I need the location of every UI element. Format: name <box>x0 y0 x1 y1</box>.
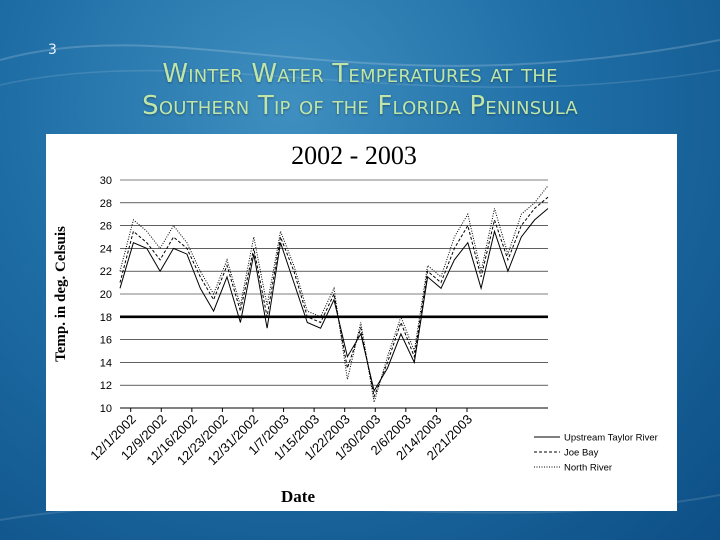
y-tick-label: 20 <box>100 289 112 301</box>
legend-label: Joe Bay <box>564 448 599 459</box>
y-tick-label: 10 <box>100 403 112 415</box>
slide-number: 3 <box>48 42 57 58</box>
temperature-chart: 2002 - 2003 Temp. in deg. Celsuis Date 1… <box>53 141 658 506</box>
x-tick-labels: 12/1/200212/9/200212/16/200212/23/200212… <box>87 408 475 468</box>
x-axis-label: Date <box>281 487 315 506</box>
y-tick-label: 16 <box>100 335 112 347</box>
title-line-2: Southern Tip of the Florida Peninsula <box>142 91 578 121</box>
y-tick-label: 14 <box>100 357 112 369</box>
y-tick-label: 24 <box>100 243 112 255</box>
y-tick-label: 30 <box>100 175 112 187</box>
y-tick-label: 26 <box>100 221 112 233</box>
gridlines <box>120 179 548 409</box>
y-axis-label: Temp. in deg. Celsuis <box>53 226 69 362</box>
slide-title: Winter Water Temperatures at the Souther… <box>40 58 680 122</box>
y-tick-label: 12 <box>100 380 112 392</box>
title-line-1: Winter Water Temperatures at the <box>162 59 558 89</box>
chart-legend: Upstream Taylor River Joe Bay North River <box>534 433 658 474</box>
series-line <box>119 185 549 403</box>
chart-panel: 2002 - 2003 Temp. in deg. Celsuis Date 1… <box>46 134 677 511</box>
series-line <box>119 196 549 399</box>
y-tick-labels: 10 12 14 16 18 20 22 24 26 28 30 <box>100 175 112 415</box>
series-line <box>119 208 549 393</box>
legend-label: North River <box>564 463 612 474</box>
y-tick-label: 18 <box>100 312 112 324</box>
y-tick-label: 22 <box>100 266 112 278</box>
y-tick-label: 28 <box>100 198 112 210</box>
chart-title: 2002 - 2003 <box>291 141 417 170</box>
legend-label: Upstream Taylor River <box>564 433 658 444</box>
series-lines <box>119 185 549 403</box>
